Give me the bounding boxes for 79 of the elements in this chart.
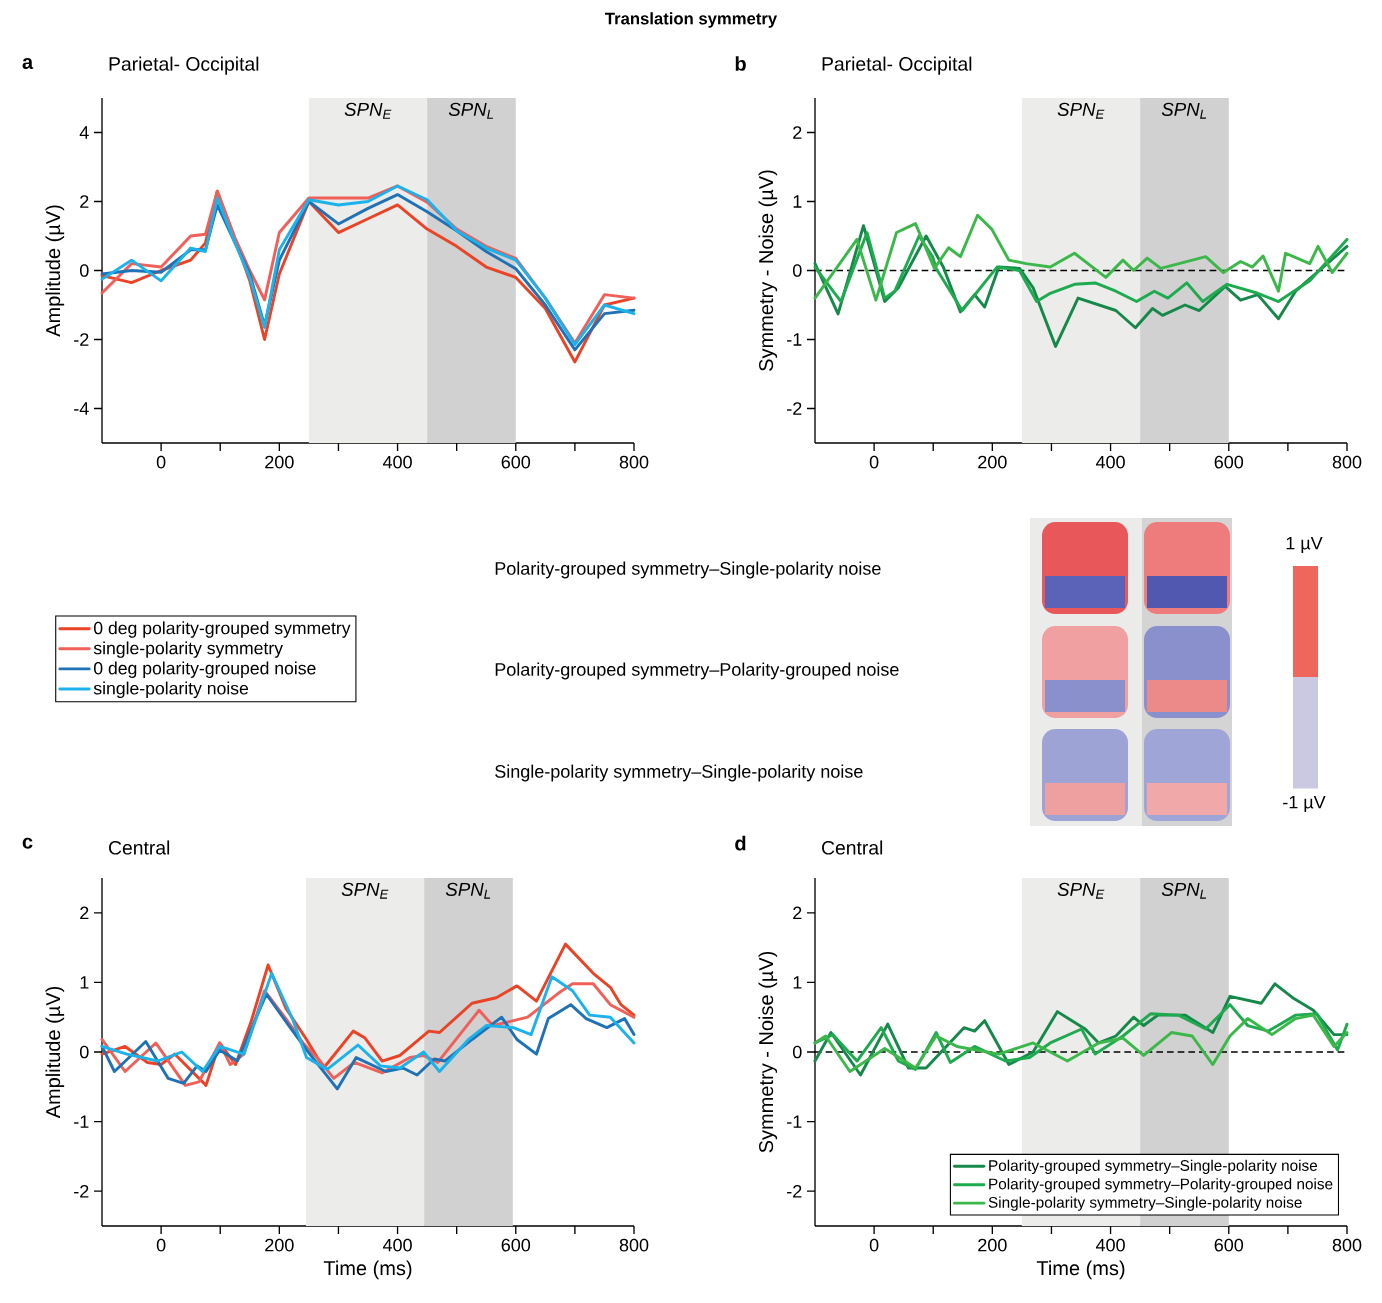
legend-label: Polarity-grouped symmetry–Polarity-grouped noise xyxy=(989,1178,1333,1193)
y-tick-label: 1 xyxy=(80,976,89,989)
chart-title: Central xyxy=(822,840,883,855)
x-tick-label: 600 xyxy=(501,455,531,469)
x-tick-label: 0 xyxy=(869,1238,879,1252)
y-tick-label: 0 xyxy=(792,1045,802,1059)
band-label: SPN$_{E}$ xyxy=(1057,102,1105,119)
y-tick-label: -4 xyxy=(74,402,89,415)
line-series xyxy=(100,971,636,1073)
y-tick-label: 1 xyxy=(793,195,802,208)
y-tick-label: 2 xyxy=(80,906,89,920)
band-label: SPN$_{L}$ xyxy=(1161,102,1207,119)
y-tick-label: 0 xyxy=(80,1045,89,1059)
x-tick-label: 600 xyxy=(501,1238,531,1252)
x-tick-label: 600 xyxy=(1214,455,1244,469)
y-tick-label: 0 xyxy=(792,264,802,277)
y-tick-label: 0 xyxy=(80,264,89,277)
x-tick-label: 200 xyxy=(978,1238,1007,1252)
legend-label: Polarity-grouped symmetry–Single-polarity noise xyxy=(989,1159,1318,1174)
x-tick-label: 800 xyxy=(1332,1238,1362,1252)
band-label: SPN$_{E}$ xyxy=(341,882,389,899)
band-label: SPN$_{E}$ xyxy=(344,102,392,119)
band-label: SPN$_{E}$ xyxy=(1057,882,1105,899)
x-tick-label: 800 xyxy=(619,1238,649,1252)
y-axis-title: Symmetry - Noise (µV) xyxy=(758,951,778,1153)
chart-title: Parietal- Occipital xyxy=(822,56,972,75)
text: Polarity-grouped symmetry–Polarity-grouped noise xyxy=(495,662,899,680)
chart-title: Parietal- Occipital xyxy=(109,56,259,75)
x-tick-label: 400 xyxy=(382,455,412,469)
text: d xyxy=(735,835,746,851)
y-tick-label: -2 xyxy=(787,402,802,415)
text: Translation symmetry xyxy=(605,12,778,28)
band-label: SPN$_{L}$ xyxy=(448,102,494,119)
y-tick-label: -1 xyxy=(787,333,802,346)
line-series xyxy=(813,231,1349,312)
x-tick-label: 0 xyxy=(156,455,166,469)
text: Single-polarity symmetry–Single-polarity noise xyxy=(495,764,863,782)
legend-label: single-polarity symmetry xyxy=(93,641,283,658)
y-tick-label: 1 xyxy=(793,976,802,989)
line-series xyxy=(813,213,1349,302)
line-series xyxy=(813,1013,1349,1073)
band-label: SPN$_{L}$ xyxy=(1161,882,1207,899)
legend-label: Single-polarity symmetry–Single-polarity noise xyxy=(988,1196,1302,1211)
x-tick-label: 0 xyxy=(156,1238,166,1252)
x-tick-label: 200 xyxy=(265,1238,294,1252)
legend-label: single-polarity noise xyxy=(93,681,249,699)
x-axis-title: Time (ms) xyxy=(323,1260,412,1280)
y-axis-title: Amplitude (µV) xyxy=(45,986,65,1119)
x-tick-label: 200 xyxy=(978,455,1007,469)
x-tick-label: 800 xyxy=(619,455,649,469)
y-tick-label: -2 xyxy=(74,1184,89,1198)
x-tick-label: 400 xyxy=(1095,455,1125,469)
text: -1 µV xyxy=(1283,795,1326,813)
y-tick-label: 2 xyxy=(793,906,802,920)
text: b xyxy=(735,56,746,71)
x-tick-label: 400 xyxy=(1095,1238,1125,1252)
x-tick-label: 800 xyxy=(1332,455,1362,469)
text: a xyxy=(22,58,34,69)
text: c xyxy=(22,837,33,849)
legend-label: 0 deg polarity-grouped noise xyxy=(94,661,316,678)
y-tick-label: 2 xyxy=(793,126,802,139)
y-tick-label: -1 xyxy=(787,1115,802,1128)
x-tick-label: 200 xyxy=(265,455,294,469)
y-tick-label: 4 xyxy=(79,126,89,139)
x-axis-title: Time (ms) xyxy=(1036,1260,1125,1280)
chart-title: Central xyxy=(109,840,170,855)
band-label: SPN$_{L}$ xyxy=(445,882,491,899)
legend-label: 0 deg polarity-grouped symmetry xyxy=(94,621,351,638)
x-tick-label: 600 xyxy=(1214,1238,1244,1252)
x-tick-label: 0 xyxy=(869,455,879,469)
y-tick-label: -2 xyxy=(787,1184,802,1198)
y-tick-label: 2 xyxy=(80,195,89,208)
x-tick-label: 400 xyxy=(382,1238,412,1252)
text: 1 µV xyxy=(1286,536,1323,554)
y-axis-title: Amplitude (µV) xyxy=(45,205,65,337)
y-tick-label: -1 xyxy=(74,1115,89,1128)
y-tick-label: -2 xyxy=(74,333,89,346)
text: Polarity-grouped symmetry–Single-polarity noise xyxy=(495,561,881,579)
y-axis-title: Symmetry - Noise (µV) xyxy=(758,170,778,371)
